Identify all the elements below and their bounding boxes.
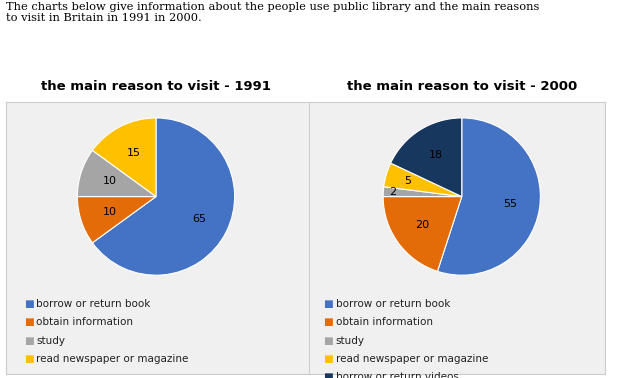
Text: ■: ■: [323, 336, 333, 345]
Wedge shape: [437, 118, 540, 275]
Title: the main reason to visit - 2000: the main reason to visit - 2000: [347, 80, 577, 93]
Text: read newspaper or magazine: read newspaper or magazine: [336, 354, 488, 364]
Text: 20: 20: [415, 220, 429, 230]
Text: ■: ■: [24, 354, 34, 364]
Text: study: study: [36, 336, 65, 345]
Text: 10: 10: [102, 207, 117, 217]
Text: ■: ■: [323, 318, 333, 327]
Wedge shape: [384, 163, 462, 197]
Text: 15: 15: [127, 148, 141, 158]
Text: 65: 65: [192, 214, 207, 224]
Text: ■: ■: [24, 336, 34, 345]
Text: ■: ■: [323, 354, 333, 364]
Wedge shape: [77, 197, 156, 243]
Text: 55: 55: [503, 199, 517, 209]
Text: 5: 5: [404, 176, 411, 186]
Text: obtain information: obtain information: [336, 318, 432, 327]
Wedge shape: [92, 118, 235, 275]
Text: ■: ■: [323, 372, 333, 378]
Text: ■: ■: [24, 318, 34, 327]
Text: read newspaper or magazine: read newspaper or magazine: [36, 354, 188, 364]
Text: ■: ■: [24, 299, 34, 309]
Title: the main reason to visit - 1991: the main reason to visit - 1991: [41, 80, 271, 93]
Text: 10: 10: [102, 177, 117, 186]
Text: obtain information: obtain information: [36, 318, 133, 327]
Text: ■: ■: [323, 299, 333, 309]
Text: 18: 18: [429, 150, 442, 160]
Wedge shape: [383, 197, 462, 271]
Wedge shape: [92, 118, 156, 197]
Wedge shape: [383, 187, 462, 197]
Wedge shape: [391, 118, 462, 197]
Text: borrow or return book: borrow or return book: [36, 299, 150, 309]
Text: The charts below give information about the people use public library and the ma: The charts below give information about …: [6, 2, 540, 23]
Text: study: study: [336, 336, 364, 345]
Text: 2: 2: [389, 187, 396, 197]
Text: borrow or return videos: borrow or return videos: [336, 372, 459, 378]
Wedge shape: [77, 150, 156, 197]
Text: borrow or return book: borrow or return book: [336, 299, 450, 309]
